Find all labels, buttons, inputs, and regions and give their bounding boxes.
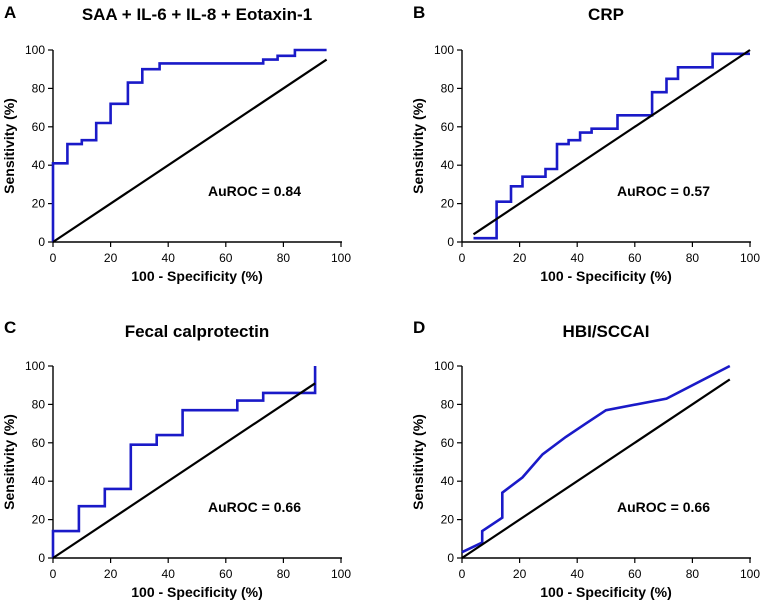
y-tick-label: 80 <box>441 81 455 95</box>
x-tick-label: 20 <box>513 251 527 265</box>
x-tick-label: 20 <box>513 567 527 581</box>
x-tick-label: 20 <box>104 251 118 265</box>
roc-curve <box>473 52 750 240</box>
y-tick-label: 80 <box>32 81 46 95</box>
panel-letter: D <box>413 318 425 337</box>
chart-title: SAA + IL-6 + IL-8 + Eotaxin-1 <box>82 5 312 24</box>
y-tick-label: 100 <box>25 359 45 373</box>
y-tick-label: 60 <box>32 436 46 450</box>
reference-line <box>52 58 328 243</box>
x-axis-label: 100 - Specificity (%) <box>131 584 263 600</box>
x-tick-label: 100 <box>740 251 760 265</box>
panel-letter: B <box>413 3 425 22</box>
auroc-annotation: AuROC = 0.66 <box>617 499 710 515</box>
y-tick-label: 60 <box>441 120 455 134</box>
y-tick-label: 40 <box>441 158 455 172</box>
chart-title: CRP <box>588 5 624 24</box>
roc-curve <box>461 364 731 554</box>
chart-title: Fecal calprotectin <box>125 322 270 341</box>
y-tick-label: 20 <box>441 197 455 211</box>
y-tick-label: 20 <box>32 197 46 211</box>
x-axis-label: 100 - Specificity (%) <box>540 584 672 600</box>
y-tick-label: 40 <box>441 474 455 488</box>
y-axis-label: Sensitivity (%) <box>410 98 426 194</box>
auroc-annotation: AuROC = 0.66 <box>208 499 301 515</box>
x-axis-label: 100 - Specificity (%) <box>540 268 672 284</box>
x-tick-label: 0 <box>459 567 466 581</box>
x-tick-label: 60 <box>219 567 233 581</box>
y-axis-label: Sensitivity (%) <box>410 414 426 510</box>
reference-line <box>461 378 731 559</box>
x-tick-label: 100 <box>331 251 351 265</box>
x-tick-label: 40 <box>571 251 585 265</box>
panel-b: B CRP 0 20 40 60 80 100 0 20 40 60 80 100 100 - Specif… <box>410 3 760 284</box>
x-tick-label: 40 <box>162 567 176 581</box>
panel-c: C Fecal calprotectin 0 20 40 60 80 100 0 20 40 60 80… <box>1 318 351 600</box>
y-tick-label: 80 <box>32 397 46 411</box>
y-tick-label: 20 <box>32 513 46 527</box>
x-tick-label: 40 <box>571 567 585 581</box>
y-tick-label: 60 <box>32 120 46 134</box>
y-axis-label: Sensitivity (%) <box>1 414 17 510</box>
auroc-annotation: AuROC = 0.57 <box>617 183 710 199</box>
x-tick-label: 0 <box>50 251 57 265</box>
auroc-annotation: AuROC = 0.84 <box>208 183 301 199</box>
y-tick-label: 0 <box>447 235 454 249</box>
y-tick-label: 40 <box>32 158 46 172</box>
x-tick-label: 0 <box>459 251 466 265</box>
panel-a: A SAA + IL-6 + IL-8 + Eotaxin-1 0 20 40 60 80 1… <box>1 3 351 284</box>
y-tick-label: 0 <box>38 235 45 249</box>
y-tick-label: 20 <box>441 513 455 527</box>
x-axis-label: 100 - Specificity (%) <box>131 268 263 284</box>
y-tick-label: 100 <box>434 359 454 373</box>
x-tick-label: 100 <box>331 567 351 581</box>
x-tick-label: 80 <box>686 567 700 581</box>
roc-curve <box>51 366 317 558</box>
panel-letter: C <box>4 318 16 337</box>
x-tick-label: 80 <box>686 251 700 265</box>
x-tick-label: 100 <box>740 567 760 581</box>
panel-letter: A <box>4 3 16 22</box>
y-tick-label: 0 <box>38 551 45 565</box>
reference-line <box>52 382 316 559</box>
panel-d: D HBI/SCCAI 0 20 40 60 80 100 0 20 40 60 80 100 100 - … <box>410 318 760 600</box>
x-tick-label: 0 <box>50 567 57 581</box>
y-tick-label: 60 <box>441 436 455 450</box>
reference-line <box>472 49 751 236</box>
y-tick-label: 0 <box>447 551 454 565</box>
x-tick-label: 60 <box>628 251 642 265</box>
x-tick-label: 20 <box>104 567 118 581</box>
y-tick-label: 100 <box>434 43 454 57</box>
chart-title: HBI/SCCAI <box>563 322 650 341</box>
x-tick-label: 60 <box>219 251 233 265</box>
roc-curve <box>51 48 327 242</box>
x-tick-label: 40 <box>162 251 176 265</box>
y-tick-label: 80 <box>441 397 455 411</box>
y-axis-label: Sensitivity (%) <box>1 98 17 194</box>
y-tick-label: 40 <box>32 474 46 488</box>
x-tick-label: 80 <box>277 567 291 581</box>
y-tick-label: 100 <box>25 43 45 57</box>
x-tick-label: 60 <box>628 567 642 581</box>
x-tick-label: 80 <box>277 251 291 265</box>
